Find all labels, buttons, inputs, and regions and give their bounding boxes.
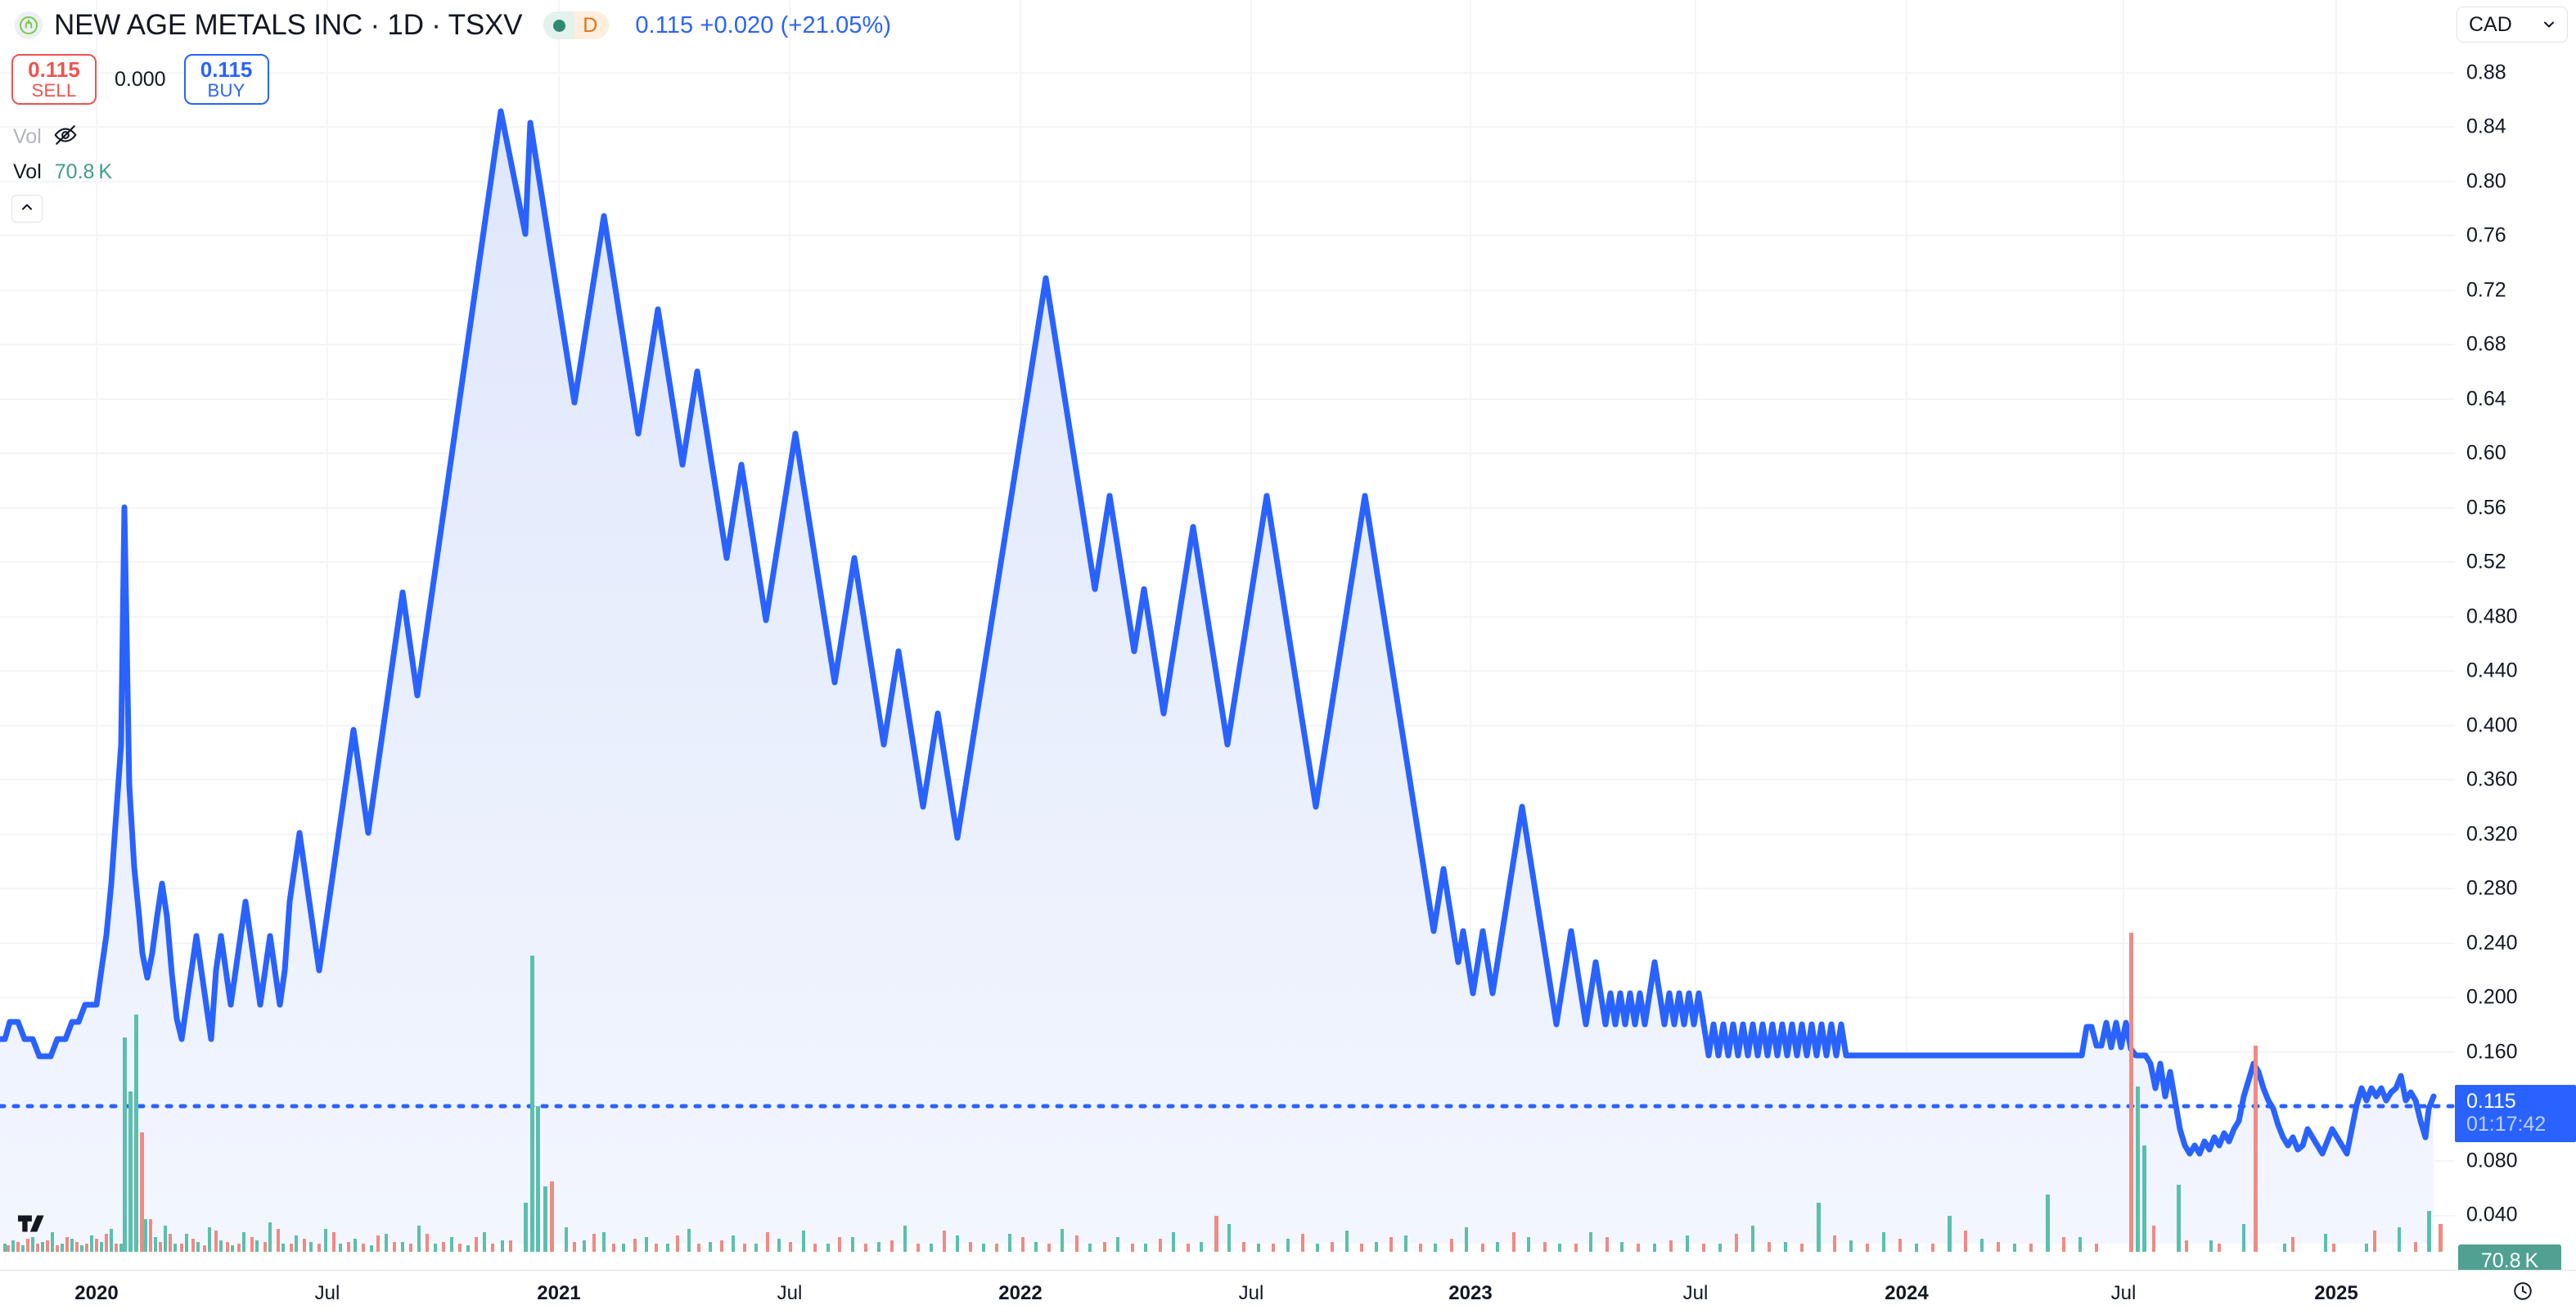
buy-label: BUY [207,80,245,101]
time-tick: 2025 [2314,1282,2358,1304]
bar-countdown: 01:17:42 [2466,1113,2547,1136]
legend-volume-label: Vol [13,160,42,183]
time-tick: 2022 [998,1282,1043,1304]
chart-plot-area[interactable] [0,0,2455,1270]
trade-buttons: 0.115 SELL 0.000 0.115 BUY [11,54,269,105]
quote-value: 0.115 +0.020 (+21.05%) [635,11,892,38]
nam-logo-icon [15,11,43,39]
symbol-title[interactable]: NEW AGE METALS INC · 1D · TSXV [54,9,523,41]
price-tick: 0.68 [2466,332,2506,356]
time-tick: Jul [314,1282,340,1304]
session-label: D [574,11,610,39]
eye-off-icon[interactable] [53,123,78,151]
legend-volume-value: 70.8 K [54,160,113,183]
time-tick: Jul [1682,1282,1709,1304]
time-tick: 2023 [1448,1282,1493,1304]
time-tick: Jul [2110,1282,2137,1304]
price-tick: 0.88 [2466,61,2506,84]
buy-button[interactable]: 0.115 BUY [183,54,269,105]
currency-label: CAD [2469,12,2512,36]
price-tick: 0.320 [2466,822,2518,846]
sell-button[interactable]: 0.115 SELL [11,54,97,105]
time-axis[interactable]: 2020 Jul 2021 Jul 2022 Jul 2023 Jul 2024… [0,1270,2576,1314]
time-tick: 2020 [74,1282,119,1304]
price-tick: 0.64 [2466,387,2506,411]
price-tick: 0.040 [2466,1203,2518,1226]
price-tick: 0.200 [2466,985,2518,1009]
price-tick: 0.080 [2466,1149,2518,1172]
price-tick: 0.360 [2466,767,2518,791]
price-chart-svg [0,0,2455,1252]
current-price-badge[interactable]: 0.115 01:17:42 [2455,1085,2576,1142]
currency-selector[interactable]: CAD [2457,7,2568,43]
price-tick: 0.400 [2466,713,2518,737]
price-tick: 0.76 [2466,223,2506,247]
price-tick: 0.52 [2466,550,2506,574]
price-tick: 0.280 [2466,876,2518,900]
spread-value: 0.000 [115,67,166,91]
chart-header: NEW AGE METALS INC · 1D · TSXV D 0.115 +… [0,0,2576,51]
price-tick: 0.240 [2466,931,2518,955]
buy-price: 0.115 [200,56,253,82]
sell-price: 0.115 [28,56,80,82]
price-tick: 0.84 [2466,115,2506,138]
price-axis[interactable]: 0.88 0.84 0.80 0.76 0.72 0.68 0.64 0.60 … [2455,47,2576,1277]
tradingview-logo-icon[interactable] [18,1208,49,1244]
price-tick: 0.56 [2466,496,2506,520]
current-price-value: 0.115 [2466,1090,2516,1113]
time-tick: Jul [1238,1282,1264,1304]
price-tick: 0.480 [2466,605,2518,628]
time-tick: Jul [777,1282,803,1304]
volume-bars [3,933,2443,1252]
time-tick: 2021 [537,1282,581,1304]
session-status-pill[interactable]: D [543,11,610,39]
legend-volume-hidden[interactable]: Vol [13,123,78,151]
legend-volume-hidden-label: Vol [13,125,42,148]
market-open-dot-icon [543,11,575,39]
legend-volume[interactable]: Vol 70.8 K [13,160,112,184]
collapse-legend-button[interactable] [11,195,43,223]
price-tick: 0.160 [2466,1040,2518,1064]
price-line [0,108,2437,1157]
sell-label: SELL [31,80,77,101]
chevron-up-icon [19,199,35,219]
clock-icon[interactable] [2512,1280,2533,1302]
price-tick: 0.80 [2466,169,2506,193]
price-tick: 0.60 [2466,441,2506,465]
price-tick: 0.72 [2466,278,2506,302]
price-tick: 0.440 [2466,659,2518,682]
time-tick: 2024 [1885,1282,1929,1304]
chevron-down-icon [2541,16,2557,33]
